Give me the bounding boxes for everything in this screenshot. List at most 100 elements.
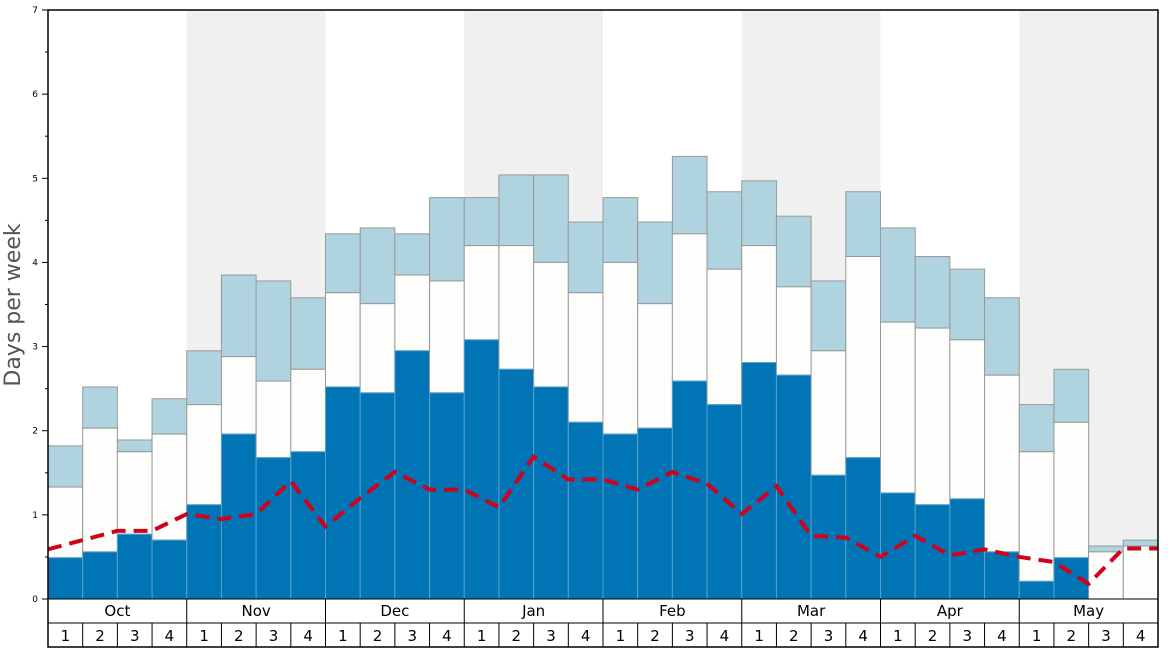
bar-light bbox=[637, 221, 673, 305]
bar-dark bbox=[984, 551, 1020, 600]
bar-dark bbox=[775, 374, 812, 600]
bar-dark bbox=[47, 557, 84, 600]
week-label: 4 bbox=[165, 627, 175, 645]
bar-light bbox=[325, 233, 361, 294]
week-label: 4 bbox=[858, 627, 868, 645]
week-label: 4 bbox=[1136, 627, 1146, 645]
bar-middle bbox=[394, 274, 431, 352]
bar-light bbox=[463, 197, 500, 247]
bar-light bbox=[706, 191, 743, 270]
week-label: 4 bbox=[720, 627, 730, 645]
month-label: Jan bbox=[521, 602, 545, 620]
week-label: 3 bbox=[824, 627, 834, 645]
month-label: Mar bbox=[797, 602, 826, 620]
bar-middle bbox=[775, 286, 812, 376]
axes: 0 1 2 3 4 5 6 7 Oct Nov Dec Jan Feb Mar Apr May 1 2 3 4 1 2 3 4… bbox=[32, 6, 1159, 648]
bar-middle bbox=[359, 303, 396, 394]
bar-light bbox=[1018, 404, 1055, 453]
bar-dark bbox=[429, 392, 465, 600]
bar-dark bbox=[116, 533, 153, 600]
bar-middle bbox=[741, 245, 777, 364]
week-label: 3 bbox=[269, 627, 279, 645]
bar-dark bbox=[602, 433, 639, 600]
bar-light bbox=[671, 155, 708, 235]
week-label: 2 bbox=[512, 627, 522, 645]
bar-light bbox=[429, 197, 465, 282]
bar-dark bbox=[671, 380, 708, 600]
bar-dark bbox=[255, 457, 292, 600]
bar-light bbox=[255, 280, 292, 382]
week-label: 2 bbox=[234, 627, 244, 645]
week-label: 4 bbox=[303, 627, 313, 645]
y-axis-label: Days per week bbox=[1, 223, 26, 386]
bar-dark bbox=[151, 539, 188, 600]
month-label: Feb bbox=[659, 602, 686, 620]
y-tick-label: 0 bbox=[32, 595, 38, 605]
bar-middle bbox=[220, 356, 257, 435]
y-tick-label: 5 bbox=[32, 174, 38, 184]
week-label: 4 bbox=[581, 627, 591, 645]
bar-middle bbox=[637, 303, 673, 429]
week-label: 1 bbox=[477, 627, 487, 645]
week-label: 2 bbox=[650, 627, 660, 645]
bar-light bbox=[47, 445, 84, 488]
bar-middle bbox=[984, 374, 1020, 553]
bar-middle bbox=[255, 380, 292, 459]
bar-light bbox=[151, 398, 188, 435]
y-tick-label: 2 bbox=[32, 427, 38, 437]
bar-middle bbox=[1122, 545, 1159, 600]
bar-dark bbox=[1018, 580, 1055, 600]
y-tick-label: 6 bbox=[32, 90, 38, 100]
bar-middle bbox=[47, 486, 84, 559]
week-label: 1 bbox=[338, 627, 348, 645]
bar-dark bbox=[394, 350, 431, 600]
bar-middle bbox=[1088, 551, 1124, 600]
month-label: May bbox=[1073, 602, 1104, 620]
bar-middle bbox=[567, 292, 604, 423]
bar-light bbox=[880, 227, 916, 323]
bar-dark bbox=[186, 504, 222, 600]
bar-light bbox=[394, 233, 431, 276]
bar-middle bbox=[429, 280, 465, 394]
week-label: 1 bbox=[754, 627, 764, 645]
bar-dark bbox=[290, 451, 326, 600]
bar-middle bbox=[880, 321, 916, 494]
bar-light bbox=[82, 386, 118, 429]
bar-middle bbox=[116, 451, 153, 535]
week-label: 1 bbox=[1032, 627, 1042, 645]
y-tick-label: 3 bbox=[32, 343, 38, 353]
week-label: 3 bbox=[685, 627, 695, 645]
week-label: 1 bbox=[61, 627, 71, 645]
y-tick-label: 1 bbox=[32, 511, 38, 521]
bar-light bbox=[914, 256, 951, 329]
month-label: Nov bbox=[241, 602, 270, 620]
bar-light bbox=[845, 191, 881, 258]
week-label: 4 bbox=[442, 627, 452, 645]
bar-light bbox=[220, 274, 257, 358]
bar-light bbox=[810, 280, 847, 352]
bar-light bbox=[533, 174, 569, 263]
bar-dark bbox=[359, 392, 396, 600]
bar-middle bbox=[671, 233, 708, 382]
bar-light bbox=[949, 268, 986, 341]
bar-light bbox=[498, 174, 535, 247]
bar-dark bbox=[706, 404, 743, 600]
week-label: 1 bbox=[616, 627, 626, 645]
bar-dark bbox=[325, 386, 361, 600]
bar-light bbox=[290, 297, 326, 370]
bar-light bbox=[359, 227, 396, 305]
bar-middle bbox=[290, 368, 326, 453]
bar-middle bbox=[602, 261, 639, 435]
bar-dark bbox=[498, 368, 535, 600]
bar-light bbox=[602, 197, 639, 263]
bar-middle bbox=[1053, 421, 1090, 559]
bar-middle bbox=[914, 327, 951, 506]
y-tick-label: 4 bbox=[32, 258, 38, 268]
bar-light bbox=[984, 297, 1020, 376]
bar-dark bbox=[741, 362, 777, 600]
bar-light bbox=[116, 439, 153, 453]
bar-dark bbox=[533, 386, 569, 600]
month-label: Oct bbox=[104, 602, 130, 620]
bar-middle bbox=[533, 261, 569, 388]
